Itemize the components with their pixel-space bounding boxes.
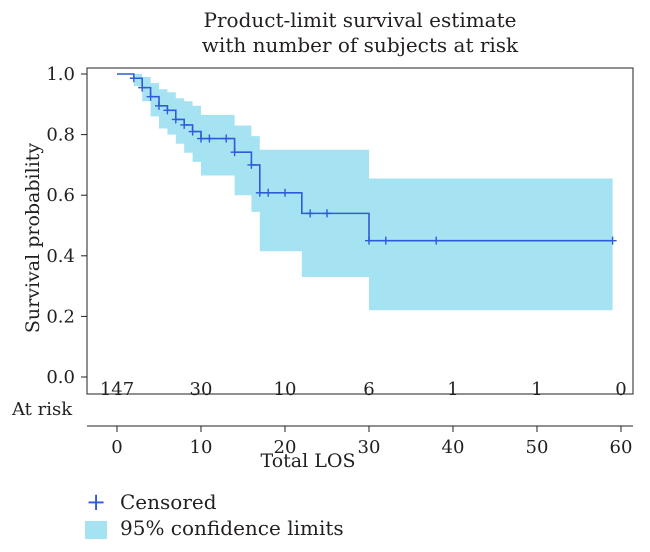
legend-confidence: 95% confidence limits [82,516,344,540]
at-risk-count: 1 [531,379,542,400]
censored-mark [381,236,390,245]
censored-mark [180,120,189,129]
plot-frame [86,67,634,395]
at-risk-row: 147 30 10 6 1 1 0 [100,379,627,400]
x-tick-label: 60 [610,437,633,458]
legend-censored-label: Censored [120,490,217,514]
y-tick-label: 0.4 [46,246,75,267]
x-tick-label: 30 [358,437,381,458]
censored-mark [255,188,264,197]
legend-confidence-label: 95% confidence limits [120,516,344,540]
at-risk-count: 0 [615,379,626,400]
at-risk-label: At risk [11,399,73,420]
censored-mark [138,83,147,92]
x-ticks: 0 10 20 30 40 50 60 [111,426,632,458]
at-risk-count: 147 [100,379,134,400]
censored-mark [323,209,331,218]
x-axis-label: Total LOS [261,450,356,472]
censored-mark [222,134,231,143]
censored-mark [146,92,155,101]
at-risk-count: 6 [363,379,374,400]
x-tick-label: 50 [526,437,549,458]
censored-mark [264,188,273,197]
censored-marks-layer [129,74,617,245]
censored-mark [281,188,289,197]
y-tick-label: 0.6 [46,185,75,206]
x-tick-label: 10 [190,437,213,458]
y-ticks: 0.0 0.2 0.4 0.6 0.8 1.0 [46,64,87,388]
y-axis-label: Survival probability [22,143,44,334]
censored-mark [608,236,617,245]
censored-mark [155,101,163,110]
confidence-band-layer [117,74,613,311]
censored-mark [129,74,138,83]
at-risk-count: 1 [447,379,458,400]
legend-censored-plus-icon: + [85,488,107,516]
y-tick-label: 0.0 [46,367,75,388]
y-tick-label: 0.2 [46,306,75,327]
censored-mark [205,134,214,143]
at-risk-count: 30 [190,379,213,400]
censored-mark [306,209,315,218]
censored-mark [247,160,256,169]
legend-confidence-swatch [82,516,110,540]
censored-mark [230,148,239,157]
censored-mark [188,127,197,136]
confidence-band [117,74,613,311]
legend-censored: + Censored [82,488,217,516]
y-tick-label: 0.8 [46,125,75,146]
chart-title-line1: Product-limit survival estimate [203,8,517,32]
censored-mark [171,115,180,124]
at-risk-count: 10 [274,379,297,400]
y-tick-label: 1.0 [46,64,75,85]
x-tick-label: 0 [111,437,122,458]
censored-mark [432,236,441,245]
x-tick-label: 40 [442,437,465,458]
censored-mark [365,236,373,245]
chart-title-line2: with number of subjects at risk [201,33,519,57]
censored-mark [197,134,205,143]
censored-mark [163,106,172,115]
x-tick-label: 20 [274,437,297,458]
